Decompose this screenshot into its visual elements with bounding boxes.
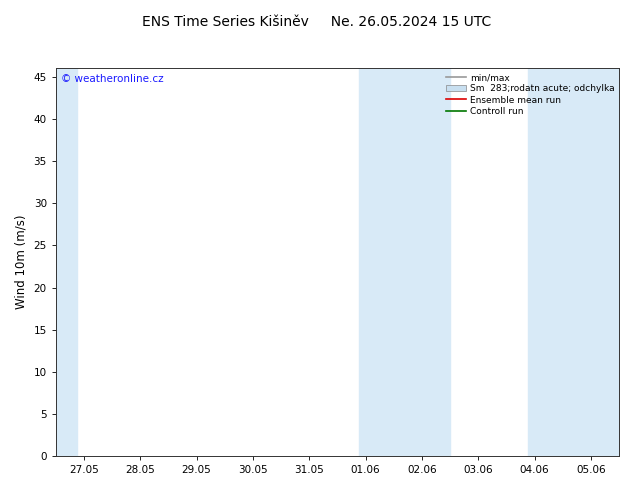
Bar [359,69,450,456]
Legend: min/max, Sm  283;rodatn acute; odchylka, Ensemble mean run, Controll run: min/max, Sm 283;rodatn acute; odchylka, … [444,71,616,118]
Text: ENS Time Series Kišiněv     Ne. 26.05.2024 15 UTC: ENS Time Series Kišiněv Ne. 26.05.2024 1… [143,15,491,29]
Text: © weatheronline.cz: © weatheronline.cz [61,74,164,84]
Bar [56,69,77,456]
Bar [527,69,619,456]
Y-axis label: Wind 10m (m/s): Wind 10m (m/s) [15,215,28,310]
